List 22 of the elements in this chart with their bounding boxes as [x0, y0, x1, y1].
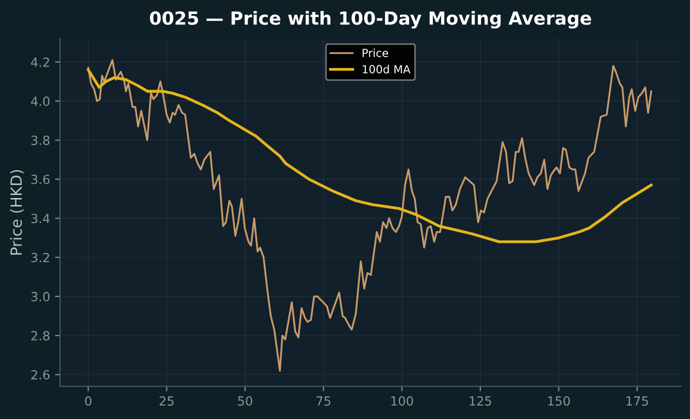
- x-tick-label: 25: [160, 396, 174, 406]
- x-tick-label: 0: [85, 396, 92, 406]
- legend-label: 100d MA: [362, 64, 410, 74]
- y-tick-label: 4.0: [31, 96, 50, 106]
- line-series: [87, 59, 652, 372]
- x-tick-label: 150: [548, 396, 570, 406]
- y-tick-label: 2.6: [31, 370, 50, 380]
- y-axis-title: Price (HKD): [10, 170, 24, 255]
- x-tick-label: 175: [626, 396, 648, 406]
- y-tick-label: 2.8: [31, 330, 50, 340]
- x-tick-label: 100: [391, 396, 413, 406]
- y-tick-label: 3.0: [31, 292, 50, 302]
- x-tick-label: 75: [316, 396, 330, 406]
- y-tick-label: 3.4: [31, 214, 50, 224]
- chart-title: 0025 — Price with 100-Day Moving Average: [150, 10, 592, 29]
- y-tick-label: 3.2: [31, 252, 50, 262]
- x-tick-label: 125: [470, 396, 492, 406]
- y-tick-label: 3.6: [31, 174, 50, 184]
- y-tick-label: 4.2: [31, 57, 50, 67]
- legend-label: Price: [362, 48, 388, 58]
- y-tick-label: 3.8: [31, 136, 50, 146]
- x-tick-label: 50: [238, 396, 252, 406]
